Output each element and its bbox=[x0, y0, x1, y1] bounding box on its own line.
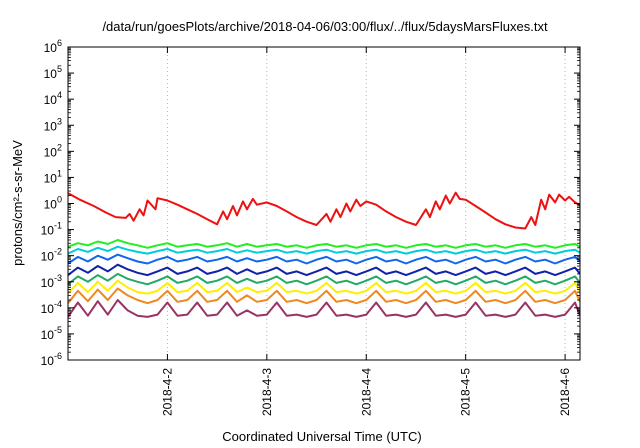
y-tick-label: 10-3 bbox=[41, 273, 62, 290]
series-layer bbox=[68, 191, 580, 318]
x-tick-label: 2018-4-3 bbox=[260, 368, 274, 416]
y-tick-label: 10-4 bbox=[41, 299, 62, 316]
y-tick-label: 106 bbox=[44, 38, 62, 55]
y-tick-label: 104 bbox=[44, 90, 62, 107]
y-tick-label: 103 bbox=[44, 116, 62, 133]
x-axis-ticks: 2018-4-2 2018-4-3 2018-4-4 2018-4-5 2018-4-6 bbox=[160, 47, 572, 416]
x-tick-label: 2018-4-4 bbox=[359, 368, 373, 416]
y-tick-label: 10-2 bbox=[41, 247, 62, 264]
y-tick-label: 10-6 bbox=[41, 351, 62, 368]
series-line-4 bbox=[68, 253, 580, 265]
x-tick-label: 2018-4-2 bbox=[160, 368, 174, 416]
series-line-8 bbox=[68, 287, 580, 305]
x-tick-label: 2018-4-5 bbox=[459, 368, 473, 416]
series-line-2 bbox=[68, 239, 580, 249]
series-line-5 bbox=[68, 263, 580, 277]
series-line-1 bbox=[68, 191, 580, 230]
x-tick-label: 2018-4-6 bbox=[558, 368, 572, 416]
x-axis-label: Coordinated Universal Time (UTC) bbox=[222, 429, 421, 444]
series-line-3 bbox=[68, 245, 580, 255]
y-axis-label: protons/cm²-s-sr-MeV bbox=[10, 140, 25, 266]
grid bbox=[166, 47, 566, 360]
y-tick-label: 105 bbox=[44, 64, 62, 81]
y-axis-ticks: 10-6 10-5 10-4 10-3 10-2 10-1 100 101 102 103 104 1… bbox=[41, 38, 580, 368]
series-line-7 bbox=[68, 279, 580, 295]
y-tick-label: 101 bbox=[44, 168, 62, 185]
series-line-9 bbox=[68, 299, 580, 318]
y-tick-label: 102 bbox=[44, 142, 62, 159]
y-tick-label: 10-5 bbox=[41, 325, 62, 342]
y-tick-label: 10-1 bbox=[41, 221, 62, 238]
y-tick-label: 100 bbox=[44, 195, 62, 212]
chart-title: /data/run/goesPlots/archive/2018-04-06/0… bbox=[102, 19, 548, 34]
series-line-6 bbox=[68, 272, 580, 286]
